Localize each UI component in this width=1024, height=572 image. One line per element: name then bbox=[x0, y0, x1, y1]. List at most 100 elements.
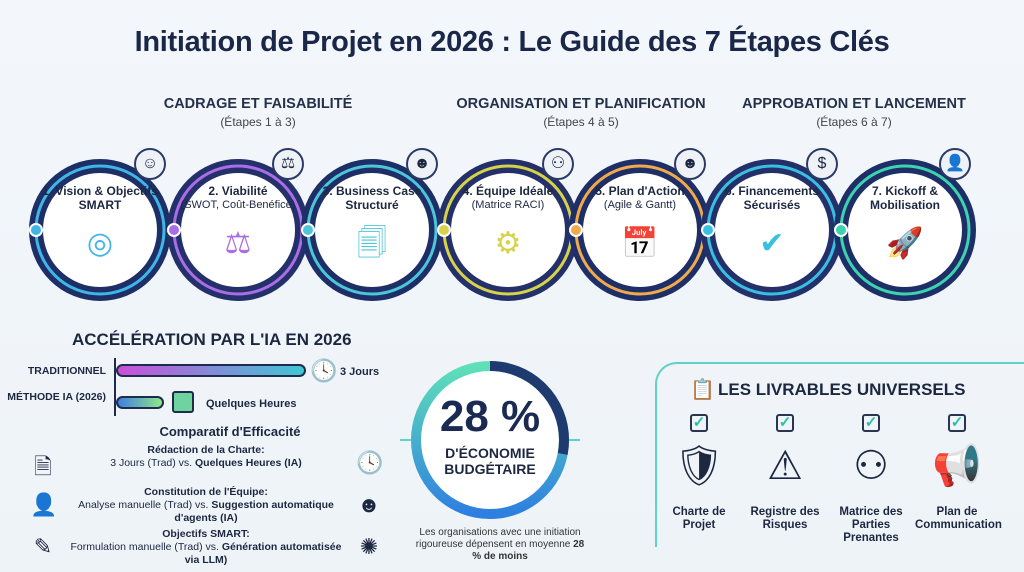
bar-ia bbox=[116, 396, 164, 409]
balance-scale-icon: ⚖ bbox=[224, 227, 252, 260]
acceleration-title: ACCÉLÉRATION PAR L'IA EN 2026 bbox=[72, 330, 352, 349]
step-title: 1. Vision & Objectifs SMART bbox=[42, 184, 158, 212]
checkbox[interactable]: ✓ bbox=[690, 414, 708, 432]
stakeholder-network-icon: ⚇ bbox=[853, 444, 889, 488]
section-heading: APPROBATION ET LANCEMENT bbox=[742, 96, 966, 112]
row-heading: Rédaction de la Charte: bbox=[147, 444, 265, 456]
step-node bbox=[834, 223, 848, 237]
clock-icon: 🕓 bbox=[310, 358, 338, 383]
deliverable-label: Charte de Projet bbox=[672, 506, 726, 531]
person-icon: 👤 bbox=[939, 148, 971, 180]
step-node bbox=[569, 223, 583, 237]
deliverable-label: Matrice des Parties Prenantes bbox=[839, 506, 903, 544]
team-gear-icon: ⚙ bbox=[494, 227, 522, 260]
comparison-row: Constitution de l'Équipe: Analyse manuel… bbox=[62, 486, 350, 525]
savings-note: Les organisations avec une initiation ri… bbox=[410, 527, 590, 563]
savings-label-2: BUDGÉTAIRE bbox=[444, 461, 536, 477]
step-node bbox=[29, 223, 43, 237]
bar-axis bbox=[114, 358, 116, 416]
section-cadrage: CADRAGE ET FAISABILITÉ (Étapes 1 à 3) bbox=[128, 96, 388, 129]
deliverables-panel bbox=[655, 362, 1024, 547]
chip-icon bbox=[172, 391, 194, 413]
savings-label: D'ÉCONOMIE BUDGÉTAIRE bbox=[415, 445, 565, 477]
comparison-row: Objectifs SMART: Formulation manuelle (T… bbox=[62, 528, 350, 567]
scale-icon: ⚖ bbox=[272, 148, 304, 180]
calendar-clock-icon: 📅 bbox=[621, 227, 659, 260]
bar-value: Quelques Heures bbox=[206, 398, 297, 410]
row-heading: Constitution de l'Équipe: bbox=[144, 486, 268, 498]
comparison-title: Comparatif d'Efficacité bbox=[159, 424, 301, 439]
step-node bbox=[167, 223, 181, 237]
step-1[interactable]: 1. Vision & Objectifs SMART bbox=[38, 184, 162, 212]
page-title: Initiation de Projet en 2026 : Le Guide … bbox=[134, 26, 890, 58]
brain-icon: ✺ bbox=[359, 534, 379, 559]
robot-icon: ☻ bbox=[674, 148, 706, 180]
document-magnifier-icon: 🗐 bbox=[357, 227, 387, 260]
step-node bbox=[437, 223, 451, 237]
hand-check-icon: ✔ bbox=[759, 227, 785, 260]
document-shield-icon: 🛡 bbox=[673, 444, 725, 488]
megaphone-icon: 📢 bbox=[932, 444, 982, 488]
row-ia: Génération automatisée via LLM) bbox=[184, 541, 342, 566]
savings-label-1: D'ÉCONOMIE bbox=[445, 445, 535, 461]
step-node bbox=[301, 223, 315, 237]
bar-label-traditionnel: TRADITIONNEL bbox=[27, 365, 106, 377]
row-trad: 3 Jours (Trad) vs. bbox=[110, 457, 195, 469]
step-6[interactable]: 6. Financements Sécurisés bbox=[710, 184, 834, 212]
note-text: Les organisations avec une initiation ri… bbox=[415, 527, 581, 550]
robot-icon: ☻ bbox=[406, 148, 438, 180]
target-icon: ◎ bbox=[86, 227, 114, 260]
hand-coin-icon: $ bbox=[806, 148, 838, 180]
step-title: 2. Viabilité bbox=[208, 184, 268, 198]
section-sub: (Étapes 6 à 7) bbox=[816, 115, 892, 129]
rocket-icon: 🚀 bbox=[886, 227, 924, 260]
checkbox[interactable]: ✓ bbox=[862, 414, 880, 432]
step-title: 5. Plan d'Action bbox=[595, 184, 685, 198]
row-heading: Objectifs SMART: bbox=[162, 528, 250, 540]
bar-label-ia: MÉTHODE IA (2026) bbox=[7, 391, 106, 403]
step-2[interactable]: 2. Viabilité (SWOT, Coût-Benéfice) bbox=[176, 184, 300, 212]
row-ia: Quelques Heures (IA) bbox=[195, 457, 302, 469]
deliverable-label: Registre des Risques bbox=[750, 506, 820, 531]
row-trad: Formulation manuelle (Trad) vs. bbox=[70, 541, 222, 553]
step-sub: (Agile & Gantt) bbox=[603, 199, 677, 211]
pencil-icon: ✎ bbox=[33, 534, 53, 559]
section-sub: (Étapes 4 à 5) bbox=[543, 115, 619, 129]
deliverables-title: LES LIVRABLES UNIVERSELS bbox=[718, 380, 966, 399]
org-chart-icon: ⚇ bbox=[542, 148, 574, 180]
document-icon: 🗎 bbox=[34, 454, 52, 479]
savings-gauge bbox=[400, 361, 580, 519]
section-approbation: APPROBATION ET LANCEMENT (Étapes 6 à 7) bbox=[724, 96, 984, 129]
savings-arc bbox=[411, 361, 569, 519]
savings-value: 28 % bbox=[439, 392, 541, 441]
checkbox[interactable]: ✓ bbox=[776, 414, 794, 432]
row-trad: Analyse manuelle (Trad) vs. bbox=[78, 499, 212, 511]
step-sub: (Matrice RACI) bbox=[471, 199, 545, 211]
head-gear-icon: ☺ bbox=[134, 148, 166, 180]
section-heading: CADRAGE ET FAISABILITÉ bbox=[163, 96, 353, 112]
step-title: 6. Financements Sécurisés bbox=[724, 184, 820, 212]
steps-chain bbox=[29, 159, 976, 301]
section-sub: (Étapes 1 à 3) bbox=[220, 115, 296, 129]
step-4[interactable]: 4. Équipe Idéale (Matrice RACI) bbox=[446, 184, 570, 212]
comparison-row: Rédaction de la Charte: 3 Jours (Trad) v… bbox=[62, 444, 350, 470]
step-3[interactable]: 3. Business Case Structuré bbox=[310, 184, 434, 212]
step-title: 4. Équipe Idéale bbox=[462, 184, 554, 198]
clock-icon: 🕓 bbox=[356, 450, 384, 475]
bar-value: 3 Jours bbox=[340, 366, 380, 378]
step-7[interactable]: 7. Kickoff & Mobilisation bbox=[843, 184, 967, 212]
section-organisation: ORGANISATION ET PLANIFICATION (Étapes 4 … bbox=[446, 96, 716, 129]
section-heading: ORGANISATION ET PLANIFICATION bbox=[456, 96, 706, 112]
step-5[interactable]: 5. Plan d'Action (Agile & Gantt) bbox=[578, 184, 702, 212]
bar-traditionnel bbox=[116, 364, 306, 377]
note-bold: 28 % de moins bbox=[472, 539, 585, 562]
step-sub: (SWOT, Coût-Benéfice) bbox=[180, 199, 296, 211]
checkbox[interactable]: ✓ bbox=[948, 414, 966, 432]
robot-network-icon: ☻ bbox=[357, 492, 381, 517]
step-node bbox=[701, 223, 715, 237]
person-question-icon: 👤 bbox=[30, 492, 58, 517]
document-warning-lock-icon: ⚠ bbox=[767, 444, 803, 488]
row-ia: Suggestion automatique d'agents (IA) bbox=[174, 499, 334, 524]
clipboard-icon: 📋 bbox=[690, 379, 715, 401]
step-title: 3. Business Case Structuré bbox=[322, 184, 422, 212]
